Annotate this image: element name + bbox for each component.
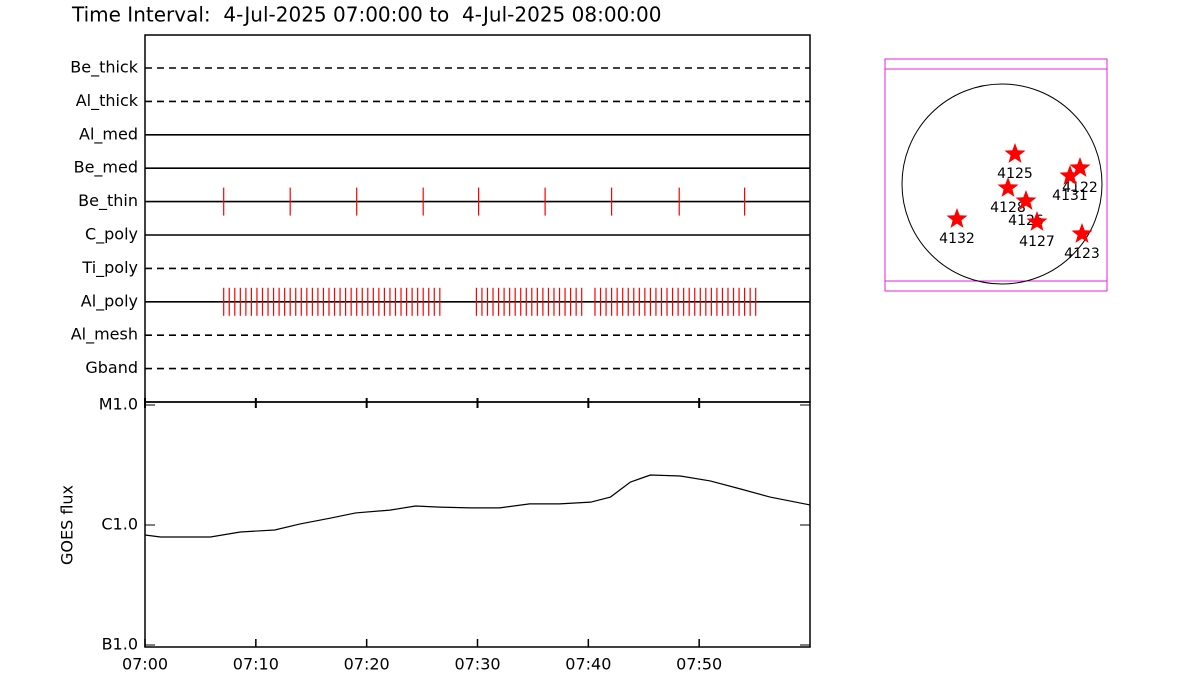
- y-tick-label: M1.0: [99, 395, 138, 414]
- goes-frame: [144, 401, 811, 648]
- region-star: [1015, 190, 1037, 210]
- region-star: [1004, 143, 1026, 163]
- region-star: [1069, 157, 1091, 177]
- region-star: [1026, 211, 1048, 231]
- y-axis-label: GOES flux: [58, 485, 77, 565]
- x-tick-label: 07:20: [344, 655, 390, 674]
- x-tick-label: 07:40: [565, 655, 611, 674]
- row-label: Gband: [85, 358, 138, 377]
- solar-disk: [901, 83, 1103, 285]
- title: Time Interval: 4-Jul-2025 07:00:00 to 4-…: [71, 3, 661, 27]
- row-label: C_poly: [85, 225, 138, 245]
- row-label: Be_thick: [70, 58, 138, 78]
- row-label: Al_mesh: [71, 325, 138, 345]
- row-label: Al_med: [79, 124, 138, 144]
- region-star: [997, 177, 1019, 197]
- region-label: 4122: [1062, 180, 1098, 196]
- region-star: [1059, 165, 1081, 185]
- region-label: 4128: [990, 200, 1026, 216]
- y-tick-label: B1.0: [102, 635, 138, 654]
- x-tick-label: 07:10: [233, 655, 279, 674]
- row-label: Ti_poly: [81, 258, 138, 278]
- x-tick-label: 07:50: [676, 655, 722, 674]
- row-label: Al_poly: [81, 291, 138, 311]
- row-label: Be_med: [74, 158, 138, 178]
- goes-curve: [144, 474, 811, 538]
- map-frame: [884, 58, 1108, 292]
- timeline-frame: [144, 34, 811, 403]
- region-label: 4131: [1052, 188, 1088, 204]
- row-label: Be_thin: [78, 191, 138, 211]
- region-label: 4127: [1019, 234, 1055, 250]
- region-label: 4123: [1064, 246, 1100, 262]
- region-label: 4125: [997, 166, 1033, 182]
- region-star: [1071, 223, 1093, 243]
- y-tick-label: C1.0: [101, 515, 138, 534]
- region-label: 4132: [939, 231, 975, 247]
- x-tick-label: 07:00: [122, 655, 168, 674]
- region-star: [946, 208, 968, 228]
- row-label: Al_thick: [76, 91, 139, 111]
- x-tick-label: 07:30: [454, 655, 500, 674]
